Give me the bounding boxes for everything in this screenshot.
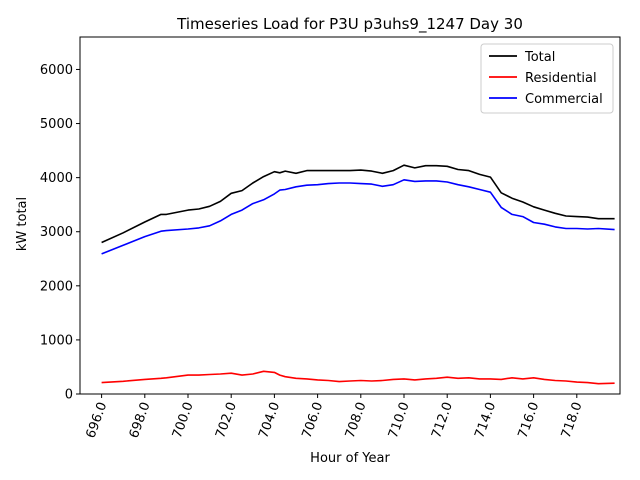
x-tick-label: 706.0 [300,400,327,440]
series-line-total [101,164,615,244]
x-axis-label: Hour of Year [310,451,390,466]
legend-box [480,43,614,114]
y-tick-label: 5000 [40,117,73,132]
x-tick-label: 702.0 [213,400,240,440]
x-tick-label: 698.0 [127,400,154,440]
legend-label-total: Total [524,50,555,65]
x-tick-label: 708.0 [343,400,370,440]
legend: Total Residential Commercial [480,43,614,114]
legend-label-commercial: Commercial [525,92,603,107]
plot-area [101,164,615,385]
x-tick-label: 696.0 [84,400,111,440]
x-tick-label: 700.0 [170,400,197,440]
chart-title: Timeseries Load for P3U p3uhs9_1247 Day … [176,15,523,34]
y-tick-label: 1000 [40,333,73,348]
series-line-commercial [101,179,615,255]
y-tick-label: 3000 [40,225,73,240]
x-tick-label: 718.0 [559,400,586,440]
y-axis-label: kW total [15,197,30,251]
y-tick-label: 4000 [40,171,73,186]
axes-frame [79,36,621,395]
x-tick-label: 704.0 [256,400,283,440]
x-tick-label: 710.0 [386,400,413,440]
y-tick-label: 0 [65,388,73,403]
x-tick-label: 712.0 [429,400,456,440]
series-line-residential [101,370,615,385]
x-tick-label: 716.0 [516,400,543,440]
x-tick-label: 714.0 [472,400,499,440]
y-tick-label: 2000 [40,279,73,294]
legend-label-residential: Residential [525,71,597,86]
y-tick-label: 6000 [40,63,73,78]
